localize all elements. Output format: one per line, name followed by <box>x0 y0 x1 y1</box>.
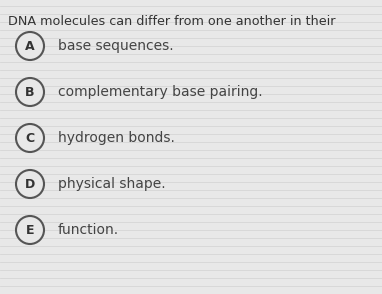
Text: C: C <box>26 131 34 144</box>
Text: physical shape.: physical shape. <box>58 177 166 191</box>
Circle shape <box>16 78 44 106</box>
Text: D: D <box>25 178 35 191</box>
Text: A: A <box>25 39 35 53</box>
Text: DNA molecules can differ from one another in their: DNA molecules can differ from one anothe… <box>8 15 335 28</box>
Text: B: B <box>25 86 35 98</box>
Circle shape <box>16 32 44 60</box>
Text: base sequences.: base sequences. <box>58 39 174 53</box>
Text: E: E <box>26 223 34 236</box>
Text: complementary base pairing.: complementary base pairing. <box>58 85 263 99</box>
Circle shape <box>16 170 44 198</box>
Circle shape <box>16 124 44 152</box>
Circle shape <box>16 216 44 244</box>
Text: function.: function. <box>58 223 119 237</box>
Text: hydrogen bonds.: hydrogen bonds. <box>58 131 175 145</box>
